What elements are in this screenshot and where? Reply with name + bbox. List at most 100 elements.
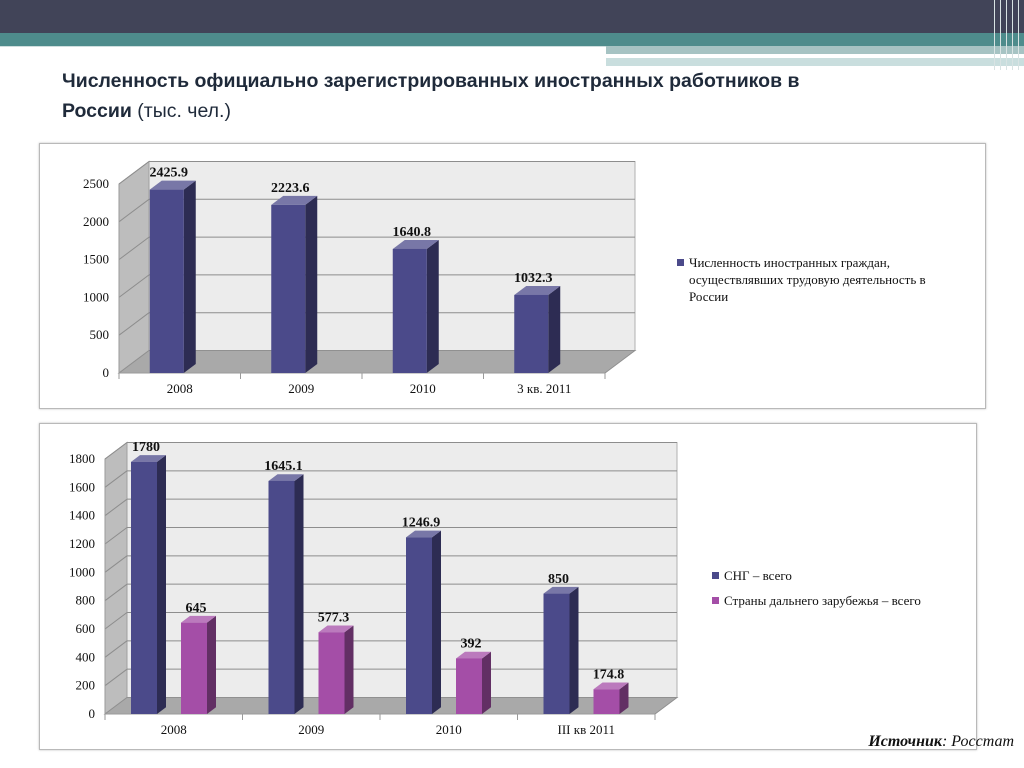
bar-side <box>432 530 441 714</box>
slide-title: Численность официально зарегистрированны… <box>62 66 862 126</box>
data-label: 2425.9 <box>150 166 189 181</box>
data-label: 850 <box>548 572 569 587</box>
gridline-side <box>104 442 128 460</box>
data-label: 1246.9 <box>402 516 441 531</box>
bar <box>271 204 306 373</box>
bar <box>543 593 570 714</box>
bar-side <box>344 625 354 714</box>
y-tick-label: 1500 <box>83 252 109 267</box>
bar <box>131 461 157 714</box>
bar-top <box>543 586 579 594</box>
y-tick-label: 1000 <box>83 289 109 304</box>
gridline-side <box>104 640 128 658</box>
header-light-band-2 <box>606 58 1024 66</box>
source-value: : Росстат <box>941 733 1014 750</box>
y-tick-label: 500 <box>90 327 110 342</box>
y-tick-label: 1200 <box>69 536 95 551</box>
bar-top <box>392 239 439 249</box>
bar-side <box>569 586 579 714</box>
legend-label: России <box>689 289 728 304</box>
bar-top <box>456 651 491 659</box>
legend-swatch <box>712 572 719 579</box>
bar-side <box>548 285 561 373</box>
bar-top <box>149 180 196 190</box>
data-label: 1640.8 <box>393 225 432 240</box>
header-divider <box>0 46 606 47</box>
gridline-side <box>104 668 128 687</box>
x-tick-label: III кв 2011 <box>558 722 615 737</box>
gridline-side <box>118 274 150 298</box>
bar-side <box>619 682 629 714</box>
y-tick-label: 400 <box>76 649 96 664</box>
gridline-side <box>104 583 128 602</box>
y-tick-label: 1800 <box>69 451 95 466</box>
gridline-side <box>118 198 150 223</box>
bar <box>514 294 549 373</box>
gridline-side <box>104 527 128 545</box>
chart-panel-top: 0 500 1000 1500 2000 2500 2008 2009 2010 3 кв. 20… <box>39 143 986 409</box>
data-label: 645 <box>186 601 207 616</box>
bar-top <box>271 195 318 205</box>
legend-swatch <box>712 597 719 604</box>
source-note: Источник: Росстат <box>868 733 1014 751</box>
header-teal-band <box>0 33 1024 46</box>
data-label: 577.3 <box>318 610 350 625</box>
y-tick-label: 800 <box>76 593 96 608</box>
legend-label: Страны дальнего зарубежья – всего <box>724 593 921 608</box>
y-tick-label: 600 <box>76 621 96 636</box>
bar-side <box>294 474 304 714</box>
slide-title-units: (тыс. чел.) <box>137 100 231 122</box>
gridline-side <box>104 498 128 517</box>
legend-label: осуществлявших трудовую деятельность в <box>689 272 926 287</box>
bar-side <box>207 615 216 714</box>
y-tick-label: 200 <box>76 678 96 693</box>
y-tick-label: 0 <box>89 706 96 721</box>
data-label: 392 <box>461 637 482 652</box>
source-label: Источник <box>868 733 942 750</box>
bar-side <box>183 180 196 373</box>
y-tick-label: 1400 <box>69 508 95 523</box>
y-tick-label: 1600 <box>69 479 95 494</box>
bar-top <box>406 530 441 538</box>
legend-swatch <box>677 259 684 266</box>
data-label: 1645.1 <box>264 459 303 474</box>
header-light-band <box>606 46 1024 54</box>
chart-workers-by-region: 0 200 400 600 800 1000 1200 1400 1600 1800 2008 200… <box>69 440 921 737</box>
bar <box>406 537 432 714</box>
bar-side <box>157 455 166 714</box>
x-tick-label: 2009 <box>288 381 314 396</box>
legend-label: СНГ – всего <box>724 568 792 583</box>
data-label: 2223.6 <box>271 181 310 196</box>
bar-top <box>318 625 354 633</box>
bar <box>181 622 207 714</box>
y-tick-label: 2000 <box>83 214 109 229</box>
bar-side <box>305 195 318 373</box>
bar <box>268 480 295 714</box>
x-tick-label: 2008 <box>161 722 187 737</box>
bar-top <box>131 455 166 462</box>
data-label: 174.8 <box>593 667 625 682</box>
bar-top <box>181 615 216 623</box>
bar-top <box>514 285 561 295</box>
bar <box>392 248 427 373</box>
y-tick-label: 1000 <box>69 564 95 579</box>
x-tick-label: 3 кв. 2011 <box>517 381 571 396</box>
chart-total-workers: 0 500 1000 1500 2000 2500 2008 2009 2010 3 кв. 20… <box>83 160 926 396</box>
x-tick-label: 2008 <box>167 381 193 396</box>
gridline-side <box>118 236 150 260</box>
legend-label: Численность иностранных граждан, <box>689 255 890 270</box>
bar <box>593 689 620 714</box>
gridline-side <box>104 470 128 488</box>
side-wall <box>118 160 150 374</box>
gridline-side <box>104 555 128 573</box>
header-decor-lines <box>994 0 1020 70</box>
header-dark-band <box>0 0 1024 33</box>
slide-title-bold: Численность официально зарегистрированны… <box>62 70 800 122</box>
bar <box>456 658 482 714</box>
bar-top <box>268 474 304 481</box>
y-tick-label: 2500 <box>83 176 109 191</box>
x-tick-label: 2010 <box>410 381 436 396</box>
gridline-side <box>104 612 128 630</box>
back-wall <box>148 161 636 351</box>
chart-panel-bottom: 0 200 400 600 800 1000 1200 1400 1600 1800 2008 200… <box>39 423 977 750</box>
